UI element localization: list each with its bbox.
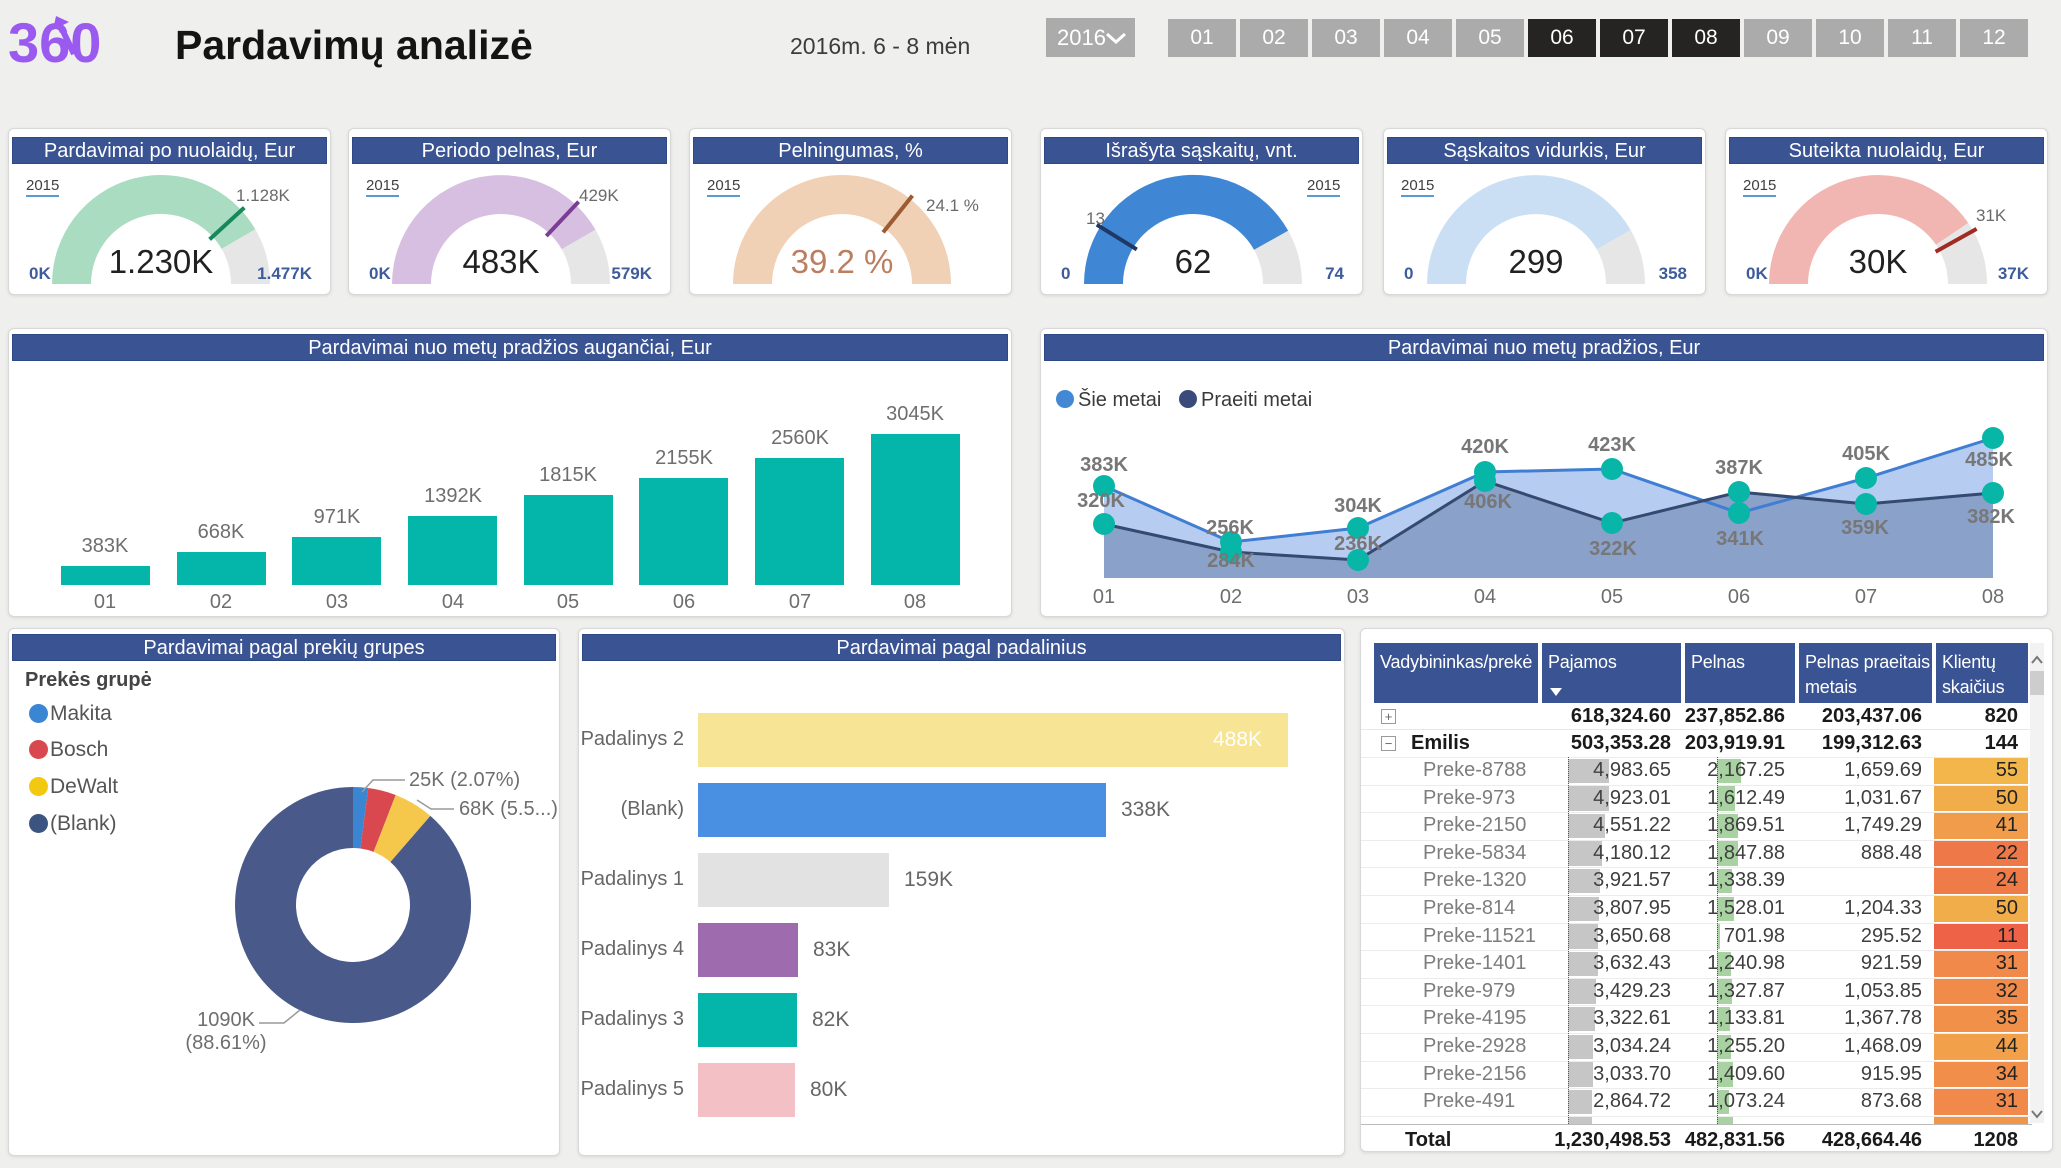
svg-text:Praeiti metai: Praeiti metai <box>1201 389 1312 411</box>
svg-text:Šie metai: Šie metai <box>1078 388 1161 411</box>
svg-text:360: 360 <box>8 11 101 74</box>
